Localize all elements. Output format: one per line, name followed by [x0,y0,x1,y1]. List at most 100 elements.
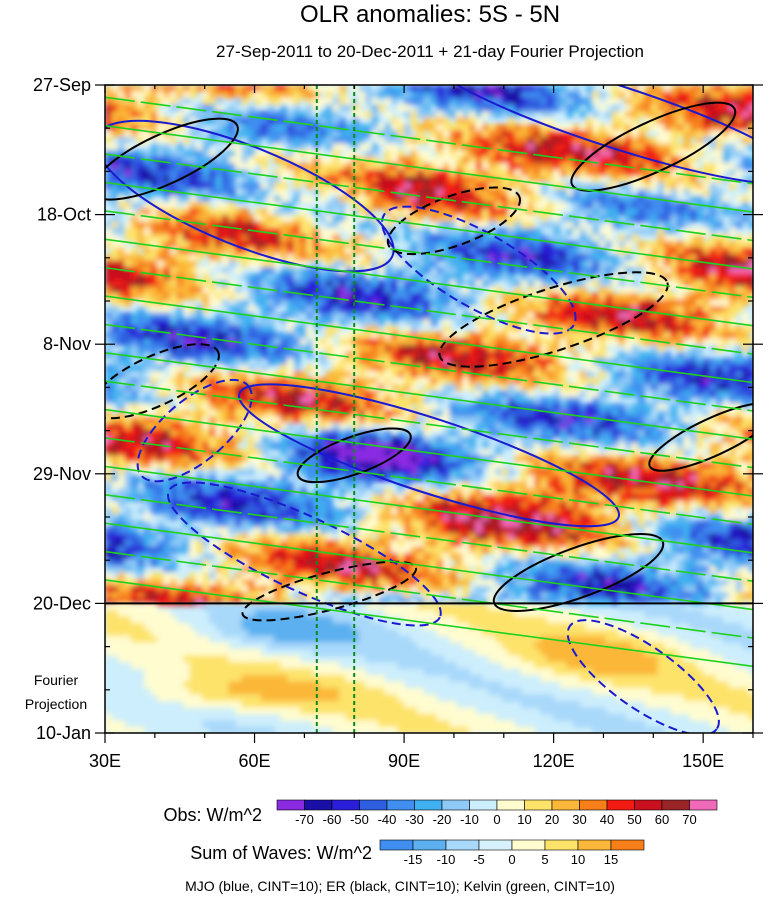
obs-cell [280,423,288,431]
obs-cell [124,163,132,171]
obs-cell [664,371,672,379]
obs-cell [189,325,197,333]
obs-cell [144,202,152,210]
obs-cell [150,150,158,158]
obs-cell [547,143,555,151]
obs-cell [586,312,594,320]
obs-cell [209,182,217,190]
obs-cell [631,234,639,242]
obs-cell [358,416,366,424]
obs-cell [267,312,275,320]
obs-cell [748,267,753,275]
obs-cell [527,299,535,307]
obs-cell [709,338,717,346]
obs-cell [131,91,139,99]
obs-cell [462,130,470,138]
obs-cell [599,176,607,184]
obs-cell [664,156,672,164]
obs-cell [521,202,529,210]
obs-cell [521,169,529,177]
obs-cell [332,384,340,392]
obs-cell [254,332,262,340]
obs-cell [553,299,561,307]
obs-cell [670,221,678,229]
obs-cell [423,306,431,314]
obs-cell [547,176,555,184]
obs-cell [228,371,236,379]
obs-cell [404,280,412,288]
obs-cell [703,130,711,138]
obs-cell [560,215,568,223]
obs-cell [521,306,529,314]
obs-cell [332,221,340,229]
obs-cell [124,98,132,106]
obs-cell [378,163,386,171]
obs-cell [495,91,503,99]
obs-cell [495,332,503,340]
obs-cell [339,241,347,249]
obs-cell [404,143,412,151]
obs-cell [618,338,626,346]
obs-cell [462,299,470,307]
obs-cell [599,403,607,411]
obs-cell [254,182,262,190]
obs-cell [469,150,477,158]
obs-cell [709,202,717,210]
obs-cell [118,150,126,158]
obs-cell [267,319,275,327]
obs-cell [326,332,334,340]
obs-cell [449,98,457,106]
obs-cell [625,436,633,444]
obs-cell [118,137,126,145]
obs-cell [326,306,334,314]
obs-cell [631,332,639,340]
obs-cell [540,189,548,197]
obs-cell [696,351,704,359]
obs-cell [469,117,477,125]
obs-cell [586,267,594,275]
obs-cell [703,371,711,379]
obs-cell [670,273,678,281]
obs-cell [683,332,691,340]
obs-cell [157,254,165,262]
obs-cell [482,384,490,392]
obs-cell [560,195,568,203]
obs-cell [170,286,178,294]
obs-cell [189,130,197,138]
obs-cell [631,345,639,353]
obs-cell [209,384,217,392]
obs-cell [417,442,425,450]
obs-cell [586,358,594,366]
obs-cell [696,267,704,275]
obs-cell [534,189,542,197]
obs-cell [196,215,204,223]
obs-cell [384,182,392,190]
obs-cell [703,182,711,190]
obs-cell [469,137,477,145]
obs-cell [547,104,555,112]
obs-cell [495,247,503,255]
obs-cell [449,429,457,437]
obs-cell [495,254,503,262]
obs-cell [618,267,626,275]
obs-cell [430,143,438,151]
obs-cell [430,156,438,164]
obs-cell [293,345,301,353]
obs-cell [475,150,483,158]
obs-cell [378,371,386,379]
obs-cell [131,273,139,281]
obs-cell [365,241,373,249]
obs-cell [475,208,483,216]
obs-cell [443,221,451,229]
obs-cell [124,143,132,151]
obs-cell [716,234,724,242]
obs-cell [547,332,555,340]
obs-cell [579,280,587,288]
obs-cell [157,241,165,249]
obs-cell [501,384,509,392]
obs-cell [384,332,392,340]
obs-cell [683,163,691,171]
obs-cell [488,325,496,333]
obs-cell [105,267,113,275]
obs-cell [449,364,457,372]
